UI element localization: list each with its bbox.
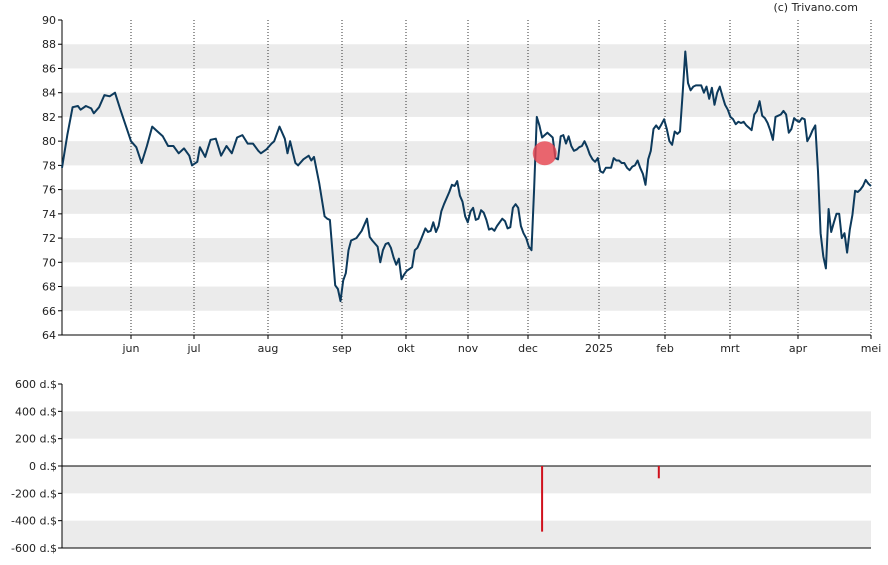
x-tick-label: dec [518,342,538,355]
copyright-label: (c) Trivano.com [773,1,858,14]
insider-trades-panel: 600 d.$ 400 d.$ 200 d.$ 0 d.$ -200 d.$ -400 d… [11,378,871,555]
y-tick-label: -600 d.$ [11,542,57,555]
y-tick-label: 84 [42,87,56,100]
y-tick-label: 80 [42,135,56,148]
grid-band [62,238,871,263]
x-tick-label: okt [397,342,415,355]
price-chart-panel: 64 66 68 70 72 74 76 78 80 82 84 86 88 90 jun jul aug sep… [42,14,881,355]
grid-band [62,286,871,311]
x-tick-label: 2025 [585,342,613,355]
y-tick-label: -200 d.$ [11,487,57,500]
price-series-line [61,50,872,303]
y-tick-label: 200 d.$ [15,433,57,446]
x-tick-label: mrt [720,342,740,355]
y-tick-label: 88 [42,38,56,51]
y-tick-label: -400 d.$ [11,515,57,528]
y-tick-label: 72 [42,232,56,245]
grid-band [62,520,871,548]
y-tick-label: 74 [42,208,56,221]
x-tick-label: sep [332,342,351,355]
y-tick-label: 70 [42,256,56,269]
y-tick-label: 0 d.$ [29,460,57,473]
y-tick-label: 68 [42,281,56,294]
x-tick-label: apr [789,342,808,355]
event-marker [532,141,557,166]
grid-band [62,141,871,166]
grid-band [62,466,871,494]
y-tick-label: 76 [42,184,56,197]
x-tick-label: nov [458,342,479,355]
x-tick-label: feb [656,342,674,355]
y-tick-label: 600 d.$ [15,378,57,391]
y-tick-label: 64 [42,329,56,342]
y-tick-label: 82 [42,111,56,124]
y-tick-label: 400 d.$ [15,405,57,418]
x-tick-label: jul [186,342,200,355]
x-tick-label: mei [861,342,882,355]
grid-band [62,189,871,214]
y-tick-label: 78 [42,159,56,172]
y-tick-label: 66 [42,305,56,318]
x-tick-label: jun [122,342,140,355]
y-tick-label: 90 [42,14,56,27]
y-tick-label: 86 [42,62,56,75]
grid-band [62,411,871,439]
x-tick-label: aug [258,342,279,355]
grid-band [62,44,871,69]
grid-band [62,92,871,117]
